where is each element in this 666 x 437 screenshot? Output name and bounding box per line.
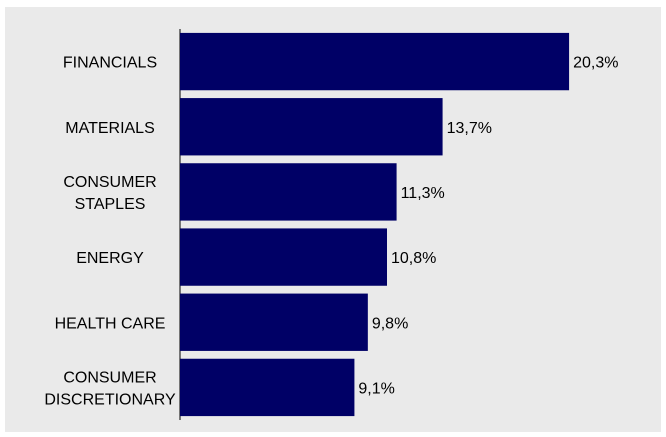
value-label-0: 20,3% bbox=[573, 55, 618, 72]
category-label-2: CONSUMER STAPLES bbox=[63, 174, 156, 213]
value-label-2: 11,3% bbox=[401, 185, 445, 202]
value-label-4: 9,8% bbox=[372, 315, 408, 332]
bar-0 bbox=[180, 32, 570, 91]
bar-5 bbox=[180, 358, 355, 417]
value-label-3: 10,8% bbox=[391, 250, 436, 267]
category-label-0: FINANCIALS bbox=[63, 55, 157, 72]
bar-4 bbox=[180, 293, 368, 351]
bar-3 bbox=[180, 228, 387, 286]
bars bbox=[180, 32, 570, 417]
bar-chart: 20,3% 13,7% 11,3% 10,8% 9,8% 9,1% FINANCIALS M… bbox=[44, 29, 618, 420]
category-label-1: MATERIALS bbox=[65, 120, 155, 137]
category-labels: FINANCIALS MATERIALS CONSUMER STAPLES ENERGY… bbox=[44, 55, 176, 409]
value-labels: 20,3% 13,7% 11,3% 10,8% 9,8% 9,1% bbox=[358, 55, 618, 398]
value-label-1: 13,7% bbox=[447, 120, 492, 137]
category-label-3: ENERGY bbox=[76, 250, 144, 267]
bar-1 bbox=[180, 98, 443, 156]
bar-2 bbox=[180, 163, 397, 221]
category-label-5: CONSUMER DISCRETIONARY bbox=[44, 369, 176, 408]
category-label-4: HEALTH CARE bbox=[55, 315, 166, 332]
value-label-5: 9,1% bbox=[358, 380, 394, 397]
chart-panel: 20,3% 13,7% 11,3% 10,8% 9,8% 9,1% FINANCIALS M… bbox=[5, 7, 661, 432]
